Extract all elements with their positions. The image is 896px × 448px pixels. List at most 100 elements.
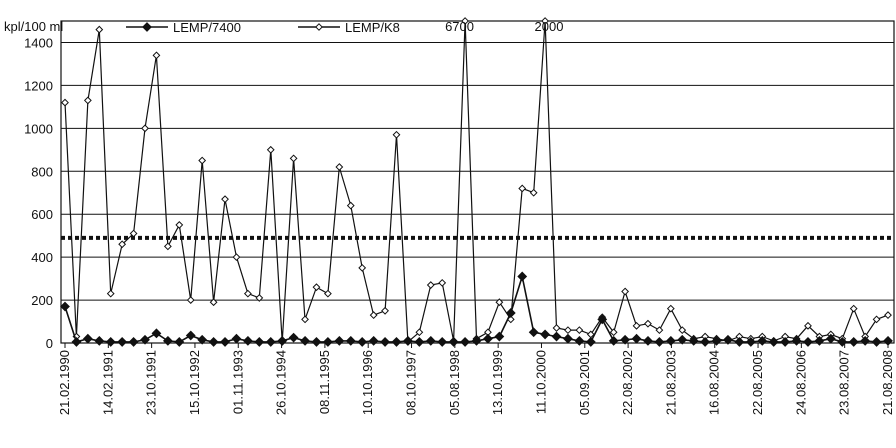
data-point (837, 337, 848, 347)
data-point (198, 156, 207, 165)
data-point (140, 334, 150, 345)
y-tick-label: 0 (46, 336, 53, 351)
data-point (621, 287, 630, 296)
data-point (208, 337, 219, 347)
data-point (231, 333, 242, 344)
data-point (804, 321, 812, 330)
data-point (301, 315, 309, 324)
x-tick-label: 01.11.1993 (230, 350, 245, 414)
data-point (368, 335, 379, 346)
x-tick-label: 23.10.1991 (144, 350, 159, 415)
data-point (312, 283, 321, 292)
data-point (540, 329, 550, 340)
data-point (209, 298, 218, 307)
data-point (106, 289, 115, 298)
data-point (608, 335, 619, 346)
series-group (60, 17, 893, 347)
data-point (780, 337, 791, 347)
data-point (346, 201, 355, 210)
data-point (849, 304, 858, 313)
data-point (220, 337, 230, 347)
data-point (597, 314, 608, 325)
data-point (300, 335, 310, 346)
x-tick-label: 23.08.2007 (837, 350, 852, 415)
data-point (221, 195, 229, 204)
data-point (243, 289, 252, 298)
data-point (768, 337, 779, 347)
data-point (425, 335, 436, 346)
data-point (551, 331, 562, 342)
y-tick-label: 1400 (24, 35, 53, 50)
data-point (289, 154, 298, 163)
x-tick-label: 05.09.2001 (577, 350, 592, 415)
data-point (643, 335, 653, 346)
data-point (460, 337, 470, 347)
data-point (620, 334, 631, 345)
y-tick-label: 800 (31, 164, 53, 179)
legend-label: LEMP/K8 (345, 20, 400, 35)
data-point (358, 263, 367, 272)
data-point (438, 278, 447, 287)
data-point (152, 51, 161, 60)
x-tick-label: 22.08.2005 (750, 350, 765, 415)
data-point (94, 335, 105, 346)
data-point (574, 335, 585, 346)
y-tick-label: 400 (31, 250, 53, 265)
x-tick-label: 11.10.2000 (533, 350, 548, 414)
data-point (700, 337, 711, 347)
data-point (392, 130, 401, 139)
data-point (391, 337, 402, 347)
gridlines (61, 41, 894, 301)
data-point (174, 337, 185, 347)
data-point (563, 333, 573, 344)
x-tick-label: 05.08.1998 (447, 350, 462, 415)
data-point (95, 25, 104, 34)
data-point (631, 333, 642, 344)
data-point (803, 337, 813, 347)
data-point (448, 337, 459, 347)
x-tick-label: 14.02.1991 (100, 350, 115, 415)
data-point (665, 335, 676, 346)
data-point (232, 253, 241, 262)
data-point (564, 326, 572, 335)
data-point (860, 335, 871, 346)
data-point (884, 311, 892, 320)
data-point (745, 337, 756, 347)
data-point (82, 333, 93, 344)
data-point (163, 242, 172, 251)
x-tick-label: 10.10.1996 (360, 350, 375, 415)
y-tick-label: 600 (31, 207, 53, 222)
x-tick-labels: 21.02.1990 14.02.1991 23.10.1991 15.10.1992… (57, 343, 895, 415)
data-point (357, 337, 368, 347)
data-point (505, 308, 516, 318)
x-tick-label: 21.02.1990 (57, 350, 72, 415)
data-point (381, 306, 389, 315)
data-point (311, 337, 322, 347)
data-point (369, 311, 378, 320)
data-point (242, 335, 253, 346)
annotation-label: 2000 (535, 19, 564, 34)
data-point (266, 145, 275, 154)
data-point (654, 337, 665, 347)
y-tick-labels: 0 200 400 600 800 1000 1200 1400 (24, 35, 53, 351)
data-point (128, 337, 139, 347)
data-point (872, 315, 881, 324)
data-point (129, 229, 138, 238)
legend-item-lemp-k8: LEMP/K8 (298, 20, 400, 35)
data-point (529, 188, 538, 197)
x-tick-label: 08.11.1995 (317, 350, 332, 414)
x-tick-label: 16.08.2004 (707, 350, 722, 415)
data-point (632, 321, 641, 330)
data-point (883, 335, 893, 346)
data-point (323, 289, 332, 298)
data-point (552, 324, 561, 332)
x-tick-label: 21.08.2008 (880, 350, 895, 415)
data-point (175, 221, 184, 229)
data-point (644, 319, 652, 328)
data-point (483, 333, 493, 344)
data-point (335, 163, 344, 171)
legend-item-lemp-7400: LEMP/7400 (126, 20, 241, 35)
legend-marker (315, 23, 323, 31)
legend-label: LEMP/7400 (173, 20, 241, 35)
